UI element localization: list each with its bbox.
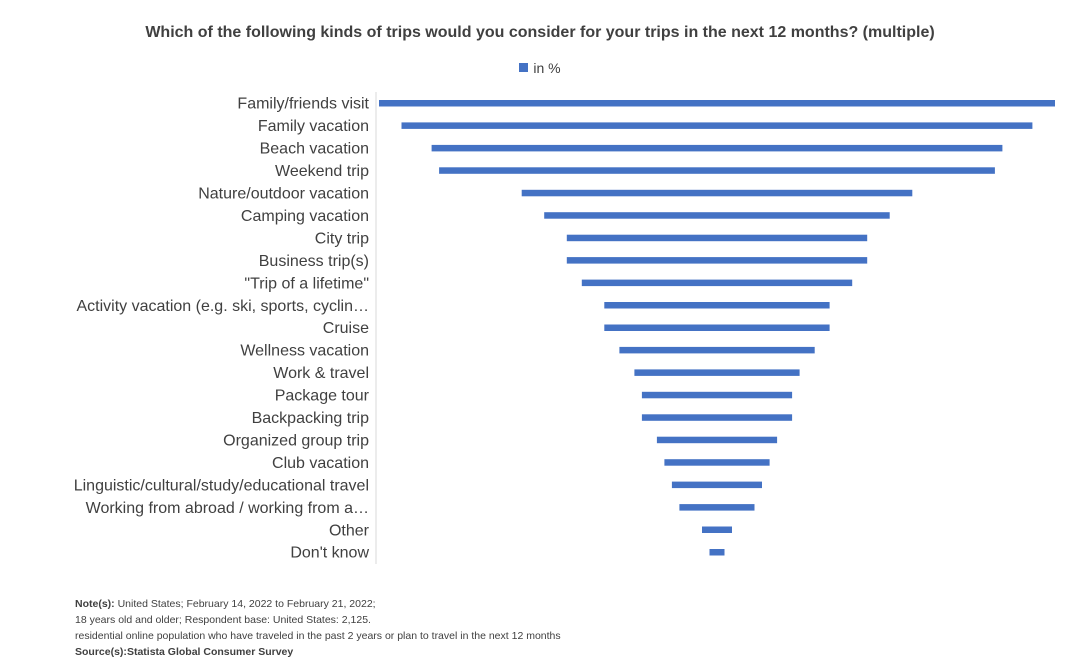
bar-14 (641, 414, 793, 421)
category-label-8: "Trip of a lifetime" (244, 275, 369, 292)
bar-3 (439, 167, 995, 174)
legend-label: in % (533, 60, 561, 76)
source-line: Source(s):Statista Global Consumer Surve… (75, 644, 561, 660)
bar-0 (379, 100, 1055, 107)
bar-9 (604, 302, 830, 309)
source-label: Source(s): (75, 646, 127, 658)
source-text: Statista Global Consumer Survey (126, 646, 294, 658)
category-label-1: Family vacation (258, 118, 369, 135)
category-label-13: Package tour (275, 388, 370, 405)
bar-12 (634, 369, 800, 376)
bar-1 (401, 122, 1033, 129)
bars-group (379, 100, 1055, 556)
bar-5 (544, 212, 890, 219)
category-label-3: Weekend trip (275, 163, 369, 180)
category-label-9: Activity vacation (e.g. ski, sports, cyc… (76, 298, 369, 315)
category-label-6: City trip (315, 230, 369, 247)
category-label-14: Backpacking trip (252, 410, 369, 427)
note-label: Note(s): (75, 598, 115, 610)
category-label-15: Organized group trip (223, 433, 369, 450)
category-labels: Family/friends visit Family vacation Beach… (74, 96, 370, 562)
bar-20 (709, 549, 725, 556)
bar-4 (521, 189, 913, 197)
category-label-5: Camping vacation (241, 208, 369, 225)
category-label-10: Cruise (323, 320, 369, 337)
bar-17 (671, 481, 762, 489)
category-label-0: Family/friends visit (237, 96, 369, 113)
category-label-11: Wellness vacation (240, 343, 369, 360)
bar-11 (619, 346, 815, 354)
category-label-17: Linguistic/cultural/study/educational tr… (74, 477, 369, 494)
category-label-4: Nature/outdoor vacation (198, 186, 369, 203)
note-line-2: 18 years old and older; Respondent base:… (75, 614, 371, 626)
bar-18 (679, 504, 755, 511)
bar-15 (656, 436, 778, 444)
category-label-16: Club vacation (272, 455, 369, 472)
note-line-3: residential online population who have t… (75, 630, 561, 642)
note-text-1: United States; February 14, 2022 to Febr… (117, 598, 376, 610)
category-label-20: Don't know (290, 545, 369, 562)
category-label-7: Business trip(s) (259, 253, 369, 270)
bar-2 (431, 144, 1003, 152)
bar-7 (566, 257, 868, 264)
bar-chart: Family/friends visit Family vacation Beach… (74, 92, 1055, 564)
category-label-18: Working from abroad / working from a… (86, 500, 369, 517)
legend-swatch (519, 63, 529, 72)
category-label-2: Beach vacation (260, 141, 369, 158)
chart-notes: Note(s): United States; February 14, 202… (75, 596, 561, 660)
chart-title: Which of the following kinds of trips wo… (145, 24, 935, 41)
category-label-19: Other (329, 522, 370, 539)
bar-10 (604, 324, 830, 331)
bar-8 (581, 279, 853, 287)
category-label-12: Work & travel (273, 365, 369, 382)
bar-13 (641, 391, 793, 399)
bar-6 (566, 234, 868, 242)
legend: in % (0, 60, 1080, 76)
note-line-1: Note(s): United States; February 14, 202… (75, 596, 561, 612)
bar-16 (664, 459, 770, 466)
bar-19 (702, 526, 732, 533)
